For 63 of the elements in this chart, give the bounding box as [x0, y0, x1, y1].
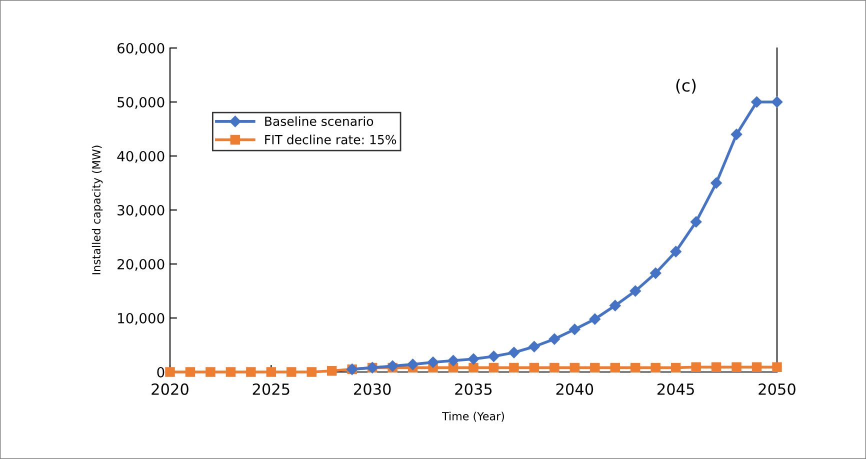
- y-tick-label: 20,000: [118, 258, 164, 271]
- point: [448, 355, 459, 366]
- point: [468, 353, 480, 365]
- point: [610, 362, 620, 373]
- x-axis-title: Time (Year): [442, 412, 504, 422]
- point: [529, 362, 540, 373]
- y-tick-label: 30,000: [118, 204, 164, 217]
- point: [386, 360, 398, 372]
- point: [306, 367, 316, 377]
- point: [630, 285, 641, 297]
- x-tick-label: 2035: [455, 383, 492, 395]
- point: [509, 362, 519, 373]
- point: [327, 366, 337, 376]
- point: [610, 300, 621, 312]
- point: [711, 362, 722, 372]
- point: [650, 268, 662, 279]
- point: [690, 216, 702, 228]
- x-tick-label: 2045: [658, 383, 694, 395]
- y-axis-title: Installed capacity (MW): [92, 146, 103, 274]
- point: [771, 96, 783, 108]
- point: [751, 96, 762, 108]
- point: [630, 362, 640, 373]
- point: [732, 362, 742, 372]
- point: [266, 367, 276, 377]
- point: [286, 367, 296, 377]
- point: [590, 362, 600, 373]
- point: [226, 367, 236, 377]
- point: [488, 350, 500, 362]
- x-tick-label: 2025: [252, 383, 290, 395]
- y-tick-label: 40,000: [117, 150, 164, 163]
- point: [206, 367, 216, 377]
- point: [691, 362, 701, 372]
- point: [570, 362, 580, 373]
- point: [772, 362, 782, 372]
- point: [550, 362, 560, 373]
- point: [670, 246, 682, 258]
- y-tick-label: 0: [157, 366, 164, 378]
- y-tick-label: 60,000: [118, 42, 164, 55]
- x-tick-label: 2030: [354, 383, 391, 395]
- y-tick-label: 10,000: [118, 312, 164, 325]
- point: [468, 362, 478, 373]
- x-tick-label: 2020: [152, 383, 188, 395]
- point: [427, 356, 439, 368]
- x-tick-label: 2040: [556, 383, 594, 395]
- point: [670, 362, 681, 373]
- point: [752, 362, 762, 372]
- point: [548, 333, 560, 345]
- point: [710, 177, 722, 189]
- point: [650, 362, 660, 373]
- annotation: (c): [676, 78, 696, 94]
- point: [407, 358, 418, 370]
- point: [185, 367, 196, 377]
- legend-label: FIT decline rate: 15%: [265, 134, 396, 144]
- legend-label: Baseline scenario: [265, 116, 374, 126]
- point: [528, 341, 540, 352]
- point: [488, 362, 499, 373]
- x-tick-label: 2050: [758, 383, 796, 395]
- y-tick-label: 50,000: [118, 96, 164, 109]
- point: [589, 313, 601, 325]
- point: [730, 128, 742, 140]
- point: [508, 346, 520, 358]
- point: [246, 367, 256, 377]
- point: [569, 324, 580, 335]
